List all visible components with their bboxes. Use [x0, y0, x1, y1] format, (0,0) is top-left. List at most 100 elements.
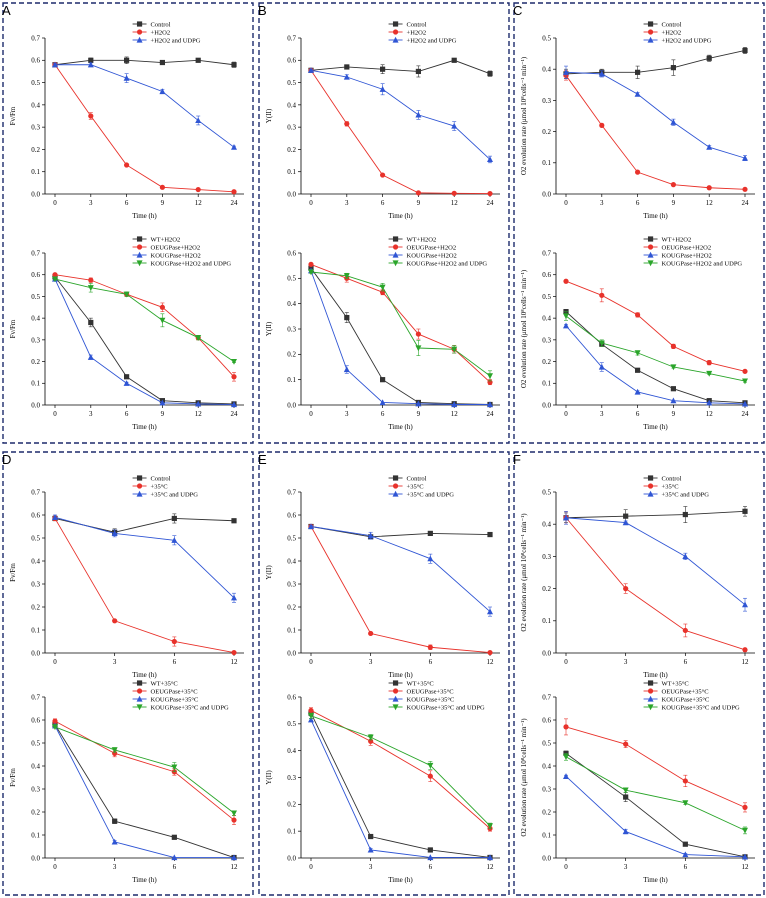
y-tick-label: 0.7: [31, 249, 40, 257]
y-tick-label: 0.6: [287, 693, 296, 701]
data-point: [647, 29, 654, 35]
data-point: [622, 787, 629, 794]
x-axis-label: Time (h): [132, 671, 157, 679]
data-point: [392, 475, 399, 481]
y-tick-label: 0.2: [542, 358, 551, 366]
series-black: [52, 274, 237, 407]
series-black: [563, 309, 748, 406]
data-point: [231, 144, 237, 150]
data-point: [742, 508, 748, 514]
legend-entry: KOUGPase+H2O2: [643, 251, 712, 259]
y-axis-label: O2 evolution rate (μmol 10⁸cells⁻¹ min⁻¹…: [520, 56, 528, 175]
panel-f: F: [513, 451, 765, 896]
data-point: [635, 169, 641, 175]
data-point: [563, 278, 569, 284]
y-tick-label: 0.6: [287, 511, 296, 519]
legend-entry: OEUGPase+H2O2: [388, 244, 456, 251]
data-point: [706, 144, 713, 150]
chart-f2: 0.0 0.1 0.2 0.3 0.4 0.5 0.6 0.7 0 3 6 12 Time (h) O2 …: [520, 680, 755, 884]
data-point: [670, 65, 676, 71]
y-tick-label: 0.5: [287, 79, 296, 87]
series-blue: [563, 511, 748, 612]
data-point: [379, 284, 386, 291]
y-tick-label: 0.2: [287, 603, 296, 611]
y-axis-label: Y(II): [265, 770, 273, 785]
series-blue: [308, 67, 493, 164]
data-point: [308, 707, 314, 714]
legend-label: KOUGPase+35°C: [151, 696, 199, 703]
series-line: [54, 720, 235, 821]
panel-e: E: [258, 451, 510, 896]
legend-entry: WT+H2O2: [643, 236, 691, 243]
x-tick-label: 0: [564, 863, 568, 871]
data-point: [451, 57, 457, 63]
y-tick-label: 0.4: [542, 66, 551, 74]
legend-entry: +H2O2 and UDPG: [132, 36, 201, 44]
y-tick-label: 0.6: [542, 716, 551, 724]
y-tick-label: 0.1: [31, 831, 40, 839]
data-point: [623, 586, 629, 592]
legend-label: WT+35°C: [151, 680, 178, 687]
series-red: [308, 707, 493, 832]
legend-label: WT+H2O2: [407, 236, 437, 243]
data-point: [487, 531, 493, 538]
x-tick-label: 0: [564, 410, 568, 418]
x-tick-label: 3: [369, 863, 373, 871]
x-tick-label: 24: [231, 410, 239, 418]
data-point: [368, 833, 374, 840]
legend-label: WT+35°C: [662, 680, 689, 687]
series-red: [563, 511, 748, 653]
series-black: [308, 57, 493, 78]
legend-label: KOUGPase+35°C and UDPG: [662, 704, 740, 711]
legend-label: KOUGPase+H2O2 and UDPG: [662, 260, 743, 267]
y-tick-label: 0.2: [287, 146, 296, 154]
y-tick-label: 0.7: [542, 693, 551, 701]
y-axis-label: Y(II): [265, 108, 273, 123]
data-point: [451, 122, 458, 129]
series-black: [308, 710, 493, 861]
legend-label: Control: [151, 475, 171, 482]
y-tick-label: 0.0: [542, 649, 551, 657]
data-point: [451, 346, 458, 353]
data-point: [136, 680, 143, 686]
y-tick-label: 0.3: [542, 785, 551, 793]
data-point: [136, 490, 143, 497]
y-axis-label: Fv/Fm: [9, 768, 17, 787]
series-blue: [308, 716, 493, 861]
data-point: [415, 345, 422, 352]
x-tick-label: 6: [381, 199, 385, 207]
data-point: [231, 817, 237, 823]
series-line: [54, 59, 235, 66]
series-green: [52, 276, 237, 365]
data-point: [308, 269, 314, 276]
x-tick-label: 0: [53, 199, 57, 207]
panel-letter: F: [513, 452, 521, 467]
data-point: [136, 483, 143, 489]
y-tick-label: 0.4: [31, 101, 40, 109]
data-point: [706, 185, 712, 191]
data-point: [563, 773, 569, 779]
data-point: [159, 317, 166, 324]
x-tick-label: 0: [564, 658, 568, 666]
x-tick-label: 12: [742, 863, 750, 871]
data-point: [231, 401, 237, 408]
x-tick-label: 12: [451, 199, 459, 207]
data-point: [647, 236, 654, 242]
data-point: [487, 156, 493, 163]
data-point: [647, 490, 654, 497]
y-tick-label: 0.2: [287, 351, 296, 359]
data-point: [622, 519, 629, 526]
x-tick-label: 0: [309, 863, 313, 871]
data-point: [682, 778, 688, 784]
data-point: [742, 601, 748, 608]
y-tick-label: 0.3: [542, 336, 551, 344]
data-point: [647, 695, 654, 702]
data-point: [427, 644, 433, 650]
data-point: [623, 741, 629, 747]
y-tick-label: 0.7: [31, 693, 40, 701]
legend-label: +35°C and UDPG: [407, 491, 455, 498]
legend-label: KOUGPase+35°C: [662, 696, 710, 703]
data-point: [87, 354, 94, 360]
data-point: [647, 251, 654, 258]
